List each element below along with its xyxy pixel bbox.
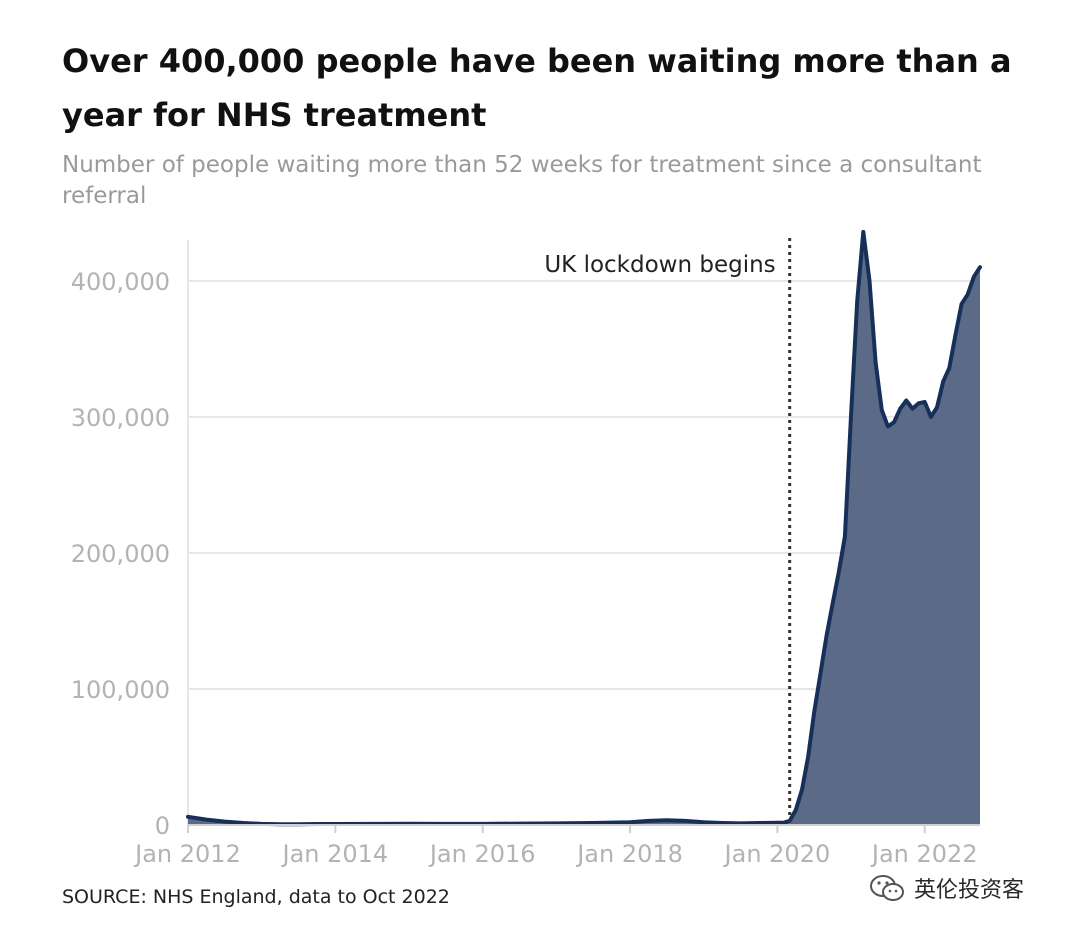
y-tick-label: 0 <box>155 812 170 840</box>
series-line <box>186 230 982 827</box>
lockdown-annotation-label: UK lockdown begins <box>544 252 775 278</box>
x-tick-label: Jan 2016 <box>428 840 536 868</box>
x-tick-label: Jan 2014 <box>280 840 388 868</box>
chart-subtitle: Number of people waiting more than 52 we… <box>62 152 982 209</box>
series-area-fill <box>188 231 980 826</box>
y-tick-label: 100,000 <box>71 676 170 704</box>
x-tick-label: Jan 2012 <box>133 840 241 868</box>
watermark-text: 英伦投资客 <box>914 878 1025 903</box>
y-tick-label: 400,000 <box>71 268 170 296</box>
x-tick-label: Jan 2018 <box>575 840 683 868</box>
wechat-icon <box>870 875 904 901</box>
x-tick-label: Jan 2022 <box>870 840 978 868</box>
axes: 0 100,000 200,000 300,000 400,000 Jan 2012 Jan… <box>71 268 980 868</box>
chart-title: Over 400,000 people have been waiting mo… <box>62 42 1012 134</box>
source-note: SOURCE: NHS England, data to Oct 2022 <box>62 886 450 908</box>
area-chart: UK lockdown begins 0 100,000 200,000 300,00… <box>71 230 982 868</box>
series-area <box>186 230 982 827</box>
annotation: UK lockdown begins <box>544 238 792 825</box>
y-tick-label: 300,000 <box>71 404 170 432</box>
watermark: 英伦投资客 <box>868 872 1024 904</box>
y-tick-label: 200,000 <box>71 540 170 568</box>
x-tick-label: Jan 2020 <box>723 840 831 868</box>
